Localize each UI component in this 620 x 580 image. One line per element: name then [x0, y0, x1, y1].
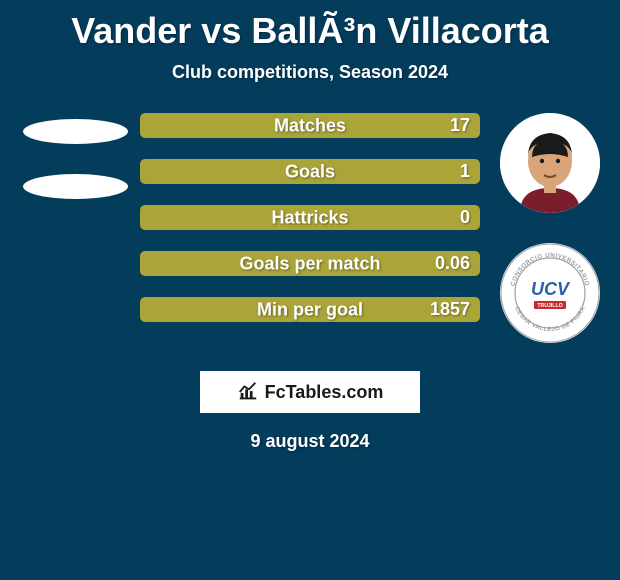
stat-label: Min per goal [257, 299, 363, 320]
subtitle: Club competitions, Season 2024 [172, 62, 448, 83]
club-logo-icon: CONSORCIO UNIVERSITARIO CESAR VALLEJO DE… [500, 243, 600, 343]
table-row: Hattricks 0 [140, 205, 480, 230]
stat-value: 0.06 [435, 253, 470, 274]
stat-value: 0 [460, 207, 470, 228]
date-label: 9 august 2024 [250, 431, 369, 452]
stat-label: Goals [285, 161, 335, 182]
brand-label: FcTables.com [265, 382, 384, 403]
stat-value: 17 [450, 115, 470, 136]
table-row: Goals 1 [140, 159, 480, 184]
svg-text:TRUJILLO: TRUJILLO [537, 303, 562, 309]
left-avatar-col [10, 113, 140, 343]
stat-label: Hattricks [271, 207, 348, 228]
chart-icon [237, 381, 259, 403]
content-row: Matches 17 Goals 1 Hattricks 0 Goals per… [0, 113, 620, 343]
table-row: Matches 17 [140, 113, 480, 138]
stat-value: 1857 [430, 299, 470, 320]
page-title: Vander vs BallÃ³n Villacorta [71, 10, 549, 52]
table-row: Goals per match 0.06 [140, 251, 480, 276]
comparison-card: Vander vs BallÃ³n Villacorta Club compet… [0, 0, 620, 580]
avatar-placeholder-icon [23, 119, 128, 144]
logo-placeholder-icon [23, 174, 128, 199]
svg-text:UCV: UCV [531, 279, 571, 299]
stat-label: Goals per match [239, 253, 380, 274]
brand-badge: FcTables.com [200, 371, 420, 413]
table-row: Min per goal 1857 [140, 297, 480, 322]
stats-table: Matches 17 Goals 1 Hattricks 0 Goals per… [140, 113, 480, 343]
player-avatar [500, 113, 600, 213]
right-avatar-col: CONSORCIO UNIVERSITARIO CESAR VALLEJO DE… [480, 113, 610, 343]
club-logo: CONSORCIO UNIVERSITARIO CESAR VALLEJO DE… [500, 243, 600, 343]
stat-label: Matches [274, 115, 346, 136]
avatar-icon [500, 113, 600, 213]
stat-value: 1 [460, 161, 470, 182]
